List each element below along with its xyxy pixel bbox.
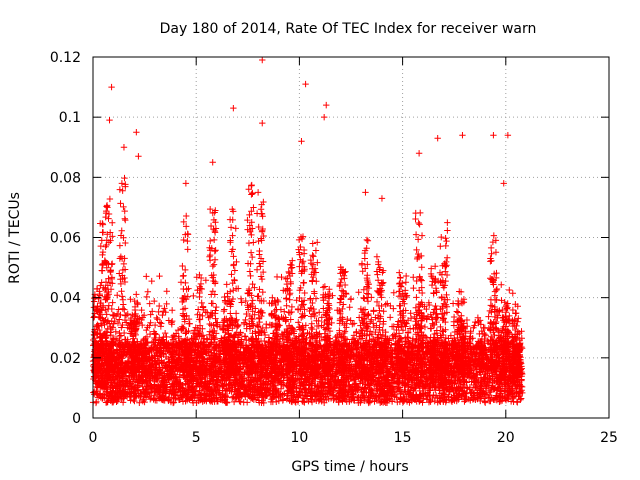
- data-point: [410, 284, 417, 292]
- data-point: [421, 323, 429, 331]
- data-point: [156, 272, 163, 280]
- data-point: [149, 308, 156, 315]
- data-point: [350, 320, 358, 327]
- data-point: [482, 332, 490, 339]
- data-point: [346, 304, 353, 311]
- data-point: [349, 321, 356, 328]
- data-point: [390, 305, 397, 312]
- data-point: [146, 389, 154, 397]
- data-point: [243, 399, 251, 406]
- data-point: [190, 292, 197, 300]
- data-point: [308, 330, 315, 338]
- data-point: [347, 296, 355, 303]
- data-point: [304, 329, 311, 337]
- data-point: [410, 274, 417, 281]
- data-point: [365, 290, 372, 298]
- data-point: [273, 273, 281, 281]
- data-point: [390, 289, 398, 296]
- data-point: [242, 316, 249, 324]
- data-point: [509, 290, 516, 297]
- data-point: [206, 320, 213, 328]
- data-point: [347, 317, 354, 324]
- data-point: [103, 311, 110, 318]
- data-point: [485, 313, 492, 320]
- data-point: [114, 291, 121, 299]
- data-point: [104, 398, 111, 406]
- data-points: [89, 56, 526, 407]
- data-point: [159, 311, 166, 319]
- data-point: [143, 273, 150, 280]
- data-point: [156, 319, 164, 326]
- data-point: [253, 266, 261, 273]
- data-point: [463, 316, 471, 324]
- data-point: [143, 326, 150, 334]
- data-point: [143, 293, 150, 301]
- data-point: [151, 297, 158, 305]
- data-point: [161, 329, 169, 337]
- data-point: [105, 302, 113, 309]
- data-point: [119, 293, 126, 300]
- data-point: [121, 306, 128, 313]
- data-point: [506, 286, 513, 294]
- data-point: [177, 279, 185, 286]
- data-point: [223, 281, 230, 288]
- data-point: [127, 397, 134, 404]
- data-point: [168, 307, 176, 314]
- data-point: [124, 310, 131, 318]
- data-point: [138, 306, 145, 314]
- data-point: [163, 300, 170, 308]
- data-point: [386, 314, 394, 321]
- data-point: [163, 288, 170, 295]
- data-point: [315, 309, 323, 316]
- data-point: [228, 271, 235, 278]
